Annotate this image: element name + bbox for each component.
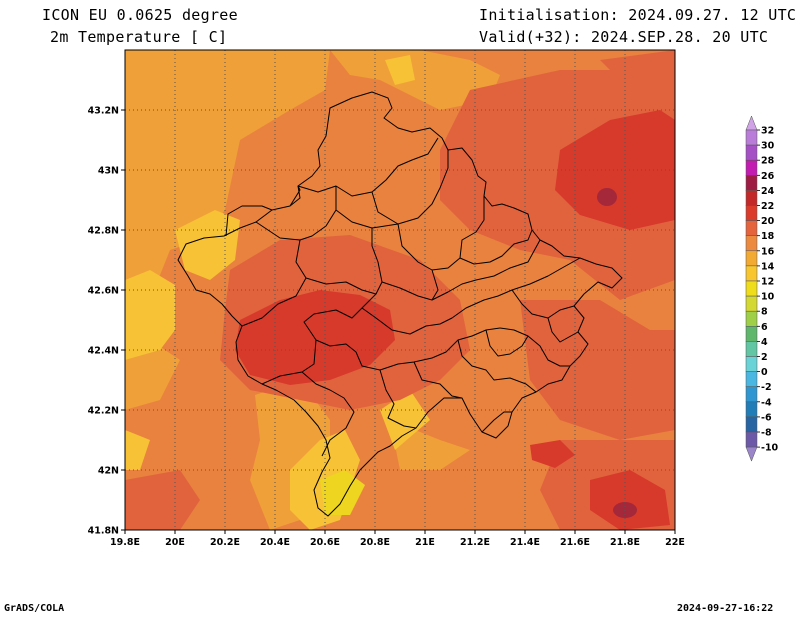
colorbar-swatch: [745, 250, 758, 267]
y-tick-label: 41.8N: [88, 526, 119, 537]
colorbar-label: 24: [761, 186, 775, 197]
y-tick-label: 42.6N: [88, 286, 119, 297]
y-axis-ticks: 43.2N 43N 42.8N 42.6N 42.4N 42.2N 42N 41.8N: [88, 106, 125, 537]
field-band-10-12: [320, 470, 365, 515]
x-tick-label: 20.8E: [360, 537, 390, 548]
map-title-model: ICON EU 0.0625 degree: [42, 6, 238, 24]
colorbar-label: 22: [761, 201, 774, 212]
admin-boundaries: [177, 91, 623, 517]
colorbar-swatch: [745, 235, 758, 252]
colorbar-swatch: [745, 265, 758, 282]
x-tick-label: 22E: [665, 537, 685, 548]
field-band-12-14: [125, 270, 175, 360]
colorbar-swatch: [745, 129, 758, 146]
colorbar-label: 4: [761, 337, 768, 348]
initialisation-time: Initialisation: 2024.09.27. 12 UTC: [479, 6, 797, 24]
colorbar-label: -10: [761, 443, 779, 454]
colorbar-label: 2: [761, 352, 768, 363]
footer-timestamp: 2024-09-27-16:22: [677, 603, 774, 614]
x-tick-label: 19.8E: [110, 537, 140, 548]
field-band-22-24: [597, 188, 617, 206]
colorbar-label: -2: [761, 382, 772, 393]
colorbar-label: 0: [761, 367, 768, 378]
colorbar-swatch: [745, 175, 758, 191]
colorbar-swatch: [745, 356, 758, 372]
lat-lon-grid: [125, 50, 675, 530]
colorbar-swatch: [745, 326, 758, 342]
colorbar-swatch: [745, 386, 758, 403]
colorbar-label: 20: [761, 216, 775, 227]
temperature-field: [125, 50, 675, 530]
colorbar-label: 6: [761, 322, 768, 333]
colorbar-swatch: [745, 144, 758, 161]
colorbar-label: 14: [761, 261, 775, 272]
footer-credit: GrADS/COLA: [4, 603, 65, 614]
colorbar-label: 8: [761, 307, 768, 318]
x-tick-label: 21.2E: [460, 537, 490, 548]
colorbar-label: 32: [761, 126, 774, 137]
x-tick-label: 20E: [165, 537, 185, 548]
x-tick-label: 20.2E: [210, 537, 240, 548]
colorbar-swatch: [745, 190, 758, 206]
colorbar-swatch: [745, 159, 758, 176]
x-tick-label: 21.4E: [510, 537, 540, 548]
colorbar-swatch: [745, 310, 758, 327]
valid-time: Valid(+32): 2024.SEP.28. 20 UTC: [479, 28, 769, 46]
y-tick-label: 42.4N: [88, 346, 119, 357]
x-tick-label: 21E: [415, 537, 435, 548]
y-tick-label: 42.8N: [88, 226, 119, 237]
y-tick-label: 42.2N: [88, 406, 119, 417]
y-tick-label: 43.2N: [88, 106, 119, 117]
x-tick-label: 20.6E: [310, 537, 340, 548]
colorbar-label: -8: [761, 428, 772, 439]
colorbar-label: -4: [761, 397, 772, 408]
municipality-boundaries: [297, 137, 439, 197]
colorbar-label: -6: [761, 412, 772, 423]
colorbar-label: 16: [761, 246, 775, 257]
colorbar-swatch: [745, 341, 758, 357]
colorbar-label: 26: [761, 171, 775, 182]
colorbar-swatch: [745, 431, 758, 448]
x-axis-ticks: 19.8E 20E 20.2E 20.4E 20.6E 20.8E 21E 21.2E 21.4…: [110, 530, 685, 548]
y-tick-label: 42N: [98, 466, 119, 477]
colorbar-swatch: [745, 295, 758, 312]
colorbar-swatch: [745, 416, 758, 433]
colorbar-swatch: [745, 280, 758, 297]
colorbar-swatch: [745, 220, 758, 236]
colorbar-swatch: [745, 205, 758, 221]
colorbar-label: 18: [761, 231, 775, 242]
colorbar-swatch: [745, 401, 758, 418]
map-title-variable: 2m Temperature [ C]: [50, 28, 228, 46]
colorbar-label: 30: [761, 141, 775, 152]
field-band-14-16: [125, 50, 330, 410]
y-tick-label: 43N: [98, 166, 119, 177]
colorbar-label: 10: [761, 292, 775, 303]
colorbar-label: 28: [761, 156, 775, 167]
colorbar-label: 12: [761, 277, 774, 288]
x-tick-label: 20.4E: [260, 537, 290, 548]
x-tick-label: 21.6E: [560, 537, 590, 548]
colorbar-bottom-arrow: [745, 446, 758, 462]
x-tick-label: 21.8E: [610, 537, 640, 548]
colorbar-top-arrow: [745, 115, 758, 131]
field-band-20-22: [235, 290, 395, 385]
colorbar-swatch: [745, 371, 758, 387]
